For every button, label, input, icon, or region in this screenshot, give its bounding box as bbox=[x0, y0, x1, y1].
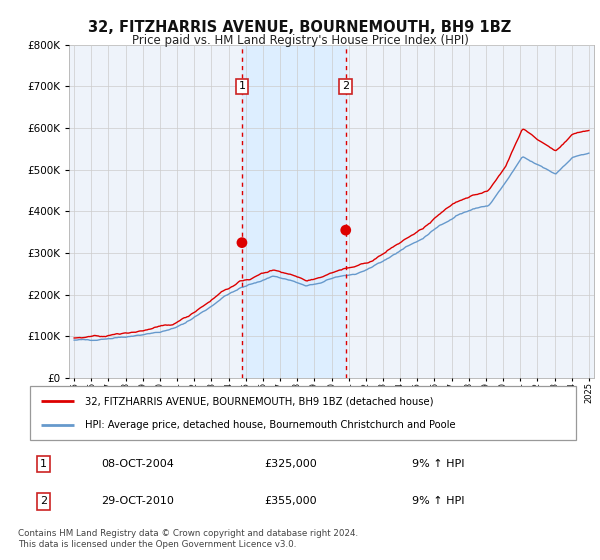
Text: Contains HM Land Registry data © Crown copyright and database right 2024.
This d: Contains HM Land Registry data © Crown c… bbox=[18, 529, 358, 549]
FancyBboxPatch shape bbox=[30, 386, 576, 440]
Text: 1: 1 bbox=[238, 81, 245, 91]
Text: 2: 2 bbox=[40, 496, 47, 506]
Text: 32, FITZHARRIS AVENUE, BOURNEMOUTH, BH9 1BZ: 32, FITZHARRIS AVENUE, BOURNEMOUTH, BH9 … bbox=[88, 20, 512, 35]
Text: 9% ↑ HPI: 9% ↑ HPI bbox=[412, 496, 465, 506]
Bar bbox=[242, 45, 346, 378]
Text: Price paid vs. HM Land Registry's House Price Index (HPI): Price paid vs. HM Land Registry's House … bbox=[131, 34, 469, 46]
Text: 9% ↑ HPI: 9% ↑ HPI bbox=[412, 459, 465, 469]
Text: 29-OCT-2010: 29-OCT-2010 bbox=[101, 496, 174, 506]
Text: £355,000: £355,000 bbox=[265, 496, 317, 506]
Point bbox=[237, 238, 247, 247]
Text: £325,000: £325,000 bbox=[265, 459, 317, 469]
Text: 32, FITZHARRIS AVENUE, BOURNEMOUTH, BH9 1BZ (detached house): 32, FITZHARRIS AVENUE, BOURNEMOUTH, BH9 … bbox=[85, 396, 433, 407]
Text: 08-OCT-2004: 08-OCT-2004 bbox=[101, 459, 174, 469]
Text: 1: 1 bbox=[40, 459, 47, 469]
Text: HPI: Average price, detached house, Bournemouth Christchurch and Poole: HPI: Average price, detached house, Bour… bbox=[85, 419, 455, 430]
Point bbox=[341, 226, 350, 235]
Text: 2: 2 bbox=[342, 81, 349, 91]
